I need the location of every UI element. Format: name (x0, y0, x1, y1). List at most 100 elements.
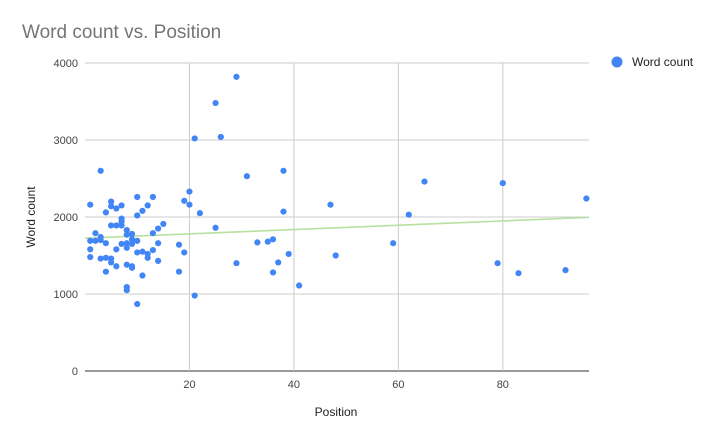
data-point[interactable] (191, 292, 198, 299)
data-point[interactable] (332, 252, 339, 259)
data-point[interactable] (155, 240, 162, 247)
data-point[interactable] (285, 250, 292, 258)
data-point[interactable] (275, 259, 282, 266)
data-point[interactable] (191, 135, 198, 142)
data-point[interactable] (583, 195, 590, 202)
data-point[interactable] (175, 241, 183, 248)
data-point[interactable] (155, 257, 162, 264)
x-tick-label: 60 (392, 379, 404, 391)
data-point[interactable] (264, 238, 271, 245)
data-point[interactable] (97, 255, 104, 262)
data-point[interactable] (562, 267, 569, 274)
data-point[interactable] (118, 202, 125, 209)
data-point[interactable] (254, 239, 261, 246)
data-point[interactable] (280, 208, 287, 215)
data-point[interactable] (149, 193, 156, 201)
data-point[interactable] (118, 222, 125, 229)
data-point[interactable] (421, 178, 428, 185)
data-point[interactable] (108, 198, 115, 205)
legend-label: Word count (632, 55, 694, 69)
data-point[interactable] (139, 207, 146, 214)
data-point[interactable] (212, 99, 219, 107)
data-point[interactable] (92, 237, 99, 244)
data-point[interactable] (113, 205, 120, 212)
legend[interactable]: Word count (611, 55, 694, 69)
data-point[interactable] (134, 212, 141, 219)
data-point[interactable] (87, 246, 94, 253)
data-point[interactable] (123, 287, 130, 294)
data-point[interactable] (243, 173, 251, 180)
data-point[interactable] (108, 203, 115, 210)
data-point[interactable] (92, 230, 99, 237)
data-point[interactable] (196, 210, 204, 217)
data-point[interactable] (113, 222, 120, 229)
data-point[interactable] (123, 226, 130, 234)
data-point[interactable] (102, 240, 109, 247)
data-point[interactable] (494, 260, 501, 267)
data-point[interactable] (128, 230, 136, 238)
data-point[interactable] (280, 167, 287, 174)
y-axis-title: Word count (24, 186, 38, 248)
data-point[interactable] (134, 249, 141, 256)
gridlines (85, 62, 589, 372)
data-point[interactable] (405, 211, 412, 218)
data-point[interactable] (128, 264, 136, 271)
data-point[interactable] (87, 253, 94, 261)
data-point[interactable] (113, 246, 120, 253)
data-point[interactable] (128, 240, 136, 248)
tick-labels: 0 1000 2000 3000 4000 20 40 60 80 (54, 58, 509, 391)
data-point[interactable] (102, 268, 109, 275)
data-point[interactable] (144, 254, 151, 261)
data-point[interactable] (233, 73, 240, 80)
data-point[interactable] (87, 201, 94, 208)
data-point[interactable] (181, 197, 188, 204)
data-point[interactable] (269, 236, 277, 243)
data-point[interactable] (87, 237, 94, 244)
data-point[interactable] (102, 209, 109, 216)
data-point[interactable] (149, 230, 156, 237)
data-point[interactable] (128, 236, 136, 243)
data-point[interactable] (186, 188, 193, 195)
data-point[interactable] (160, 220, 167, 228)
y-tick-label: 2000 (54, 212, 78, 224)
data-point[interactable] (139, 248, 146, 255)
data-point[interactable] (139, 272, 146, 279)
data-point[interactable] (108, 222, 115, 229)
data-point[interactable] (118, 240, 125, 248)
data-point[interactable] (123, 231, 130, 238)
legend-marker (611, 56, 623, 68)
data-point[interactable] (269, 269, 277, 276)
y-tick-label: 4000 (54, 58, 78, 70)
data-point[interactable] (186, 201, 193, 208)
data-point[interactable] (97, 167, 104, 174)
data-point[interactable] (97, 237, 104, 244)
data-point[interactable] (134, 300, 141, 308)
data-point[interactable] (175, 268, 183, 275)
data-point[interactable] (102, 254, 109, 261)
data-point[interactable] (499, 180, 506, 187)
data-point[interactable] (233, 260, 240, 267)
data-point[interactable] (113, 263, 120, 270)
x-tick-label: 20 (183, 379, 195, 391)
data-point[interactable] (123, 240, 130, 247)
data-point[interactable] (144, 202, 151, 209)
data-point[interactable] (134, 193, 141, 201)
data-point[interactable] (134, 237, 141, 244)
data-point[interactable] (515, 270, 522, 277)
data-point[interactable] (181, 249, 188, 256)
data-point[interactable] (123, 244, 130, 251)
x-tick-label: 80 (497, 379, 509, 391)
data-point[interactable] (149, 247, 156, 254)
data-point[interactable] (123, 261, 130, 268)
trendline (84, 216, 590, 239)
data-point[interactable] (217, 133, 224, 141)
data-point[interactable] (212, 224, 219, 231)
data-point[interactable] (390, 240, 397, 247)
data-point[interactable] (296, 282, 303, 289)
x-tick-label: 40 (288, 379, 300, 391)
y-tick-label: 0 (72, 366, 78, 378)
data-point[interactable] (155, 225, 162, 232)
data-point[interactable] (327, 201, 334, 208)
data-point[interactable] (108, 259, 115, 266)
